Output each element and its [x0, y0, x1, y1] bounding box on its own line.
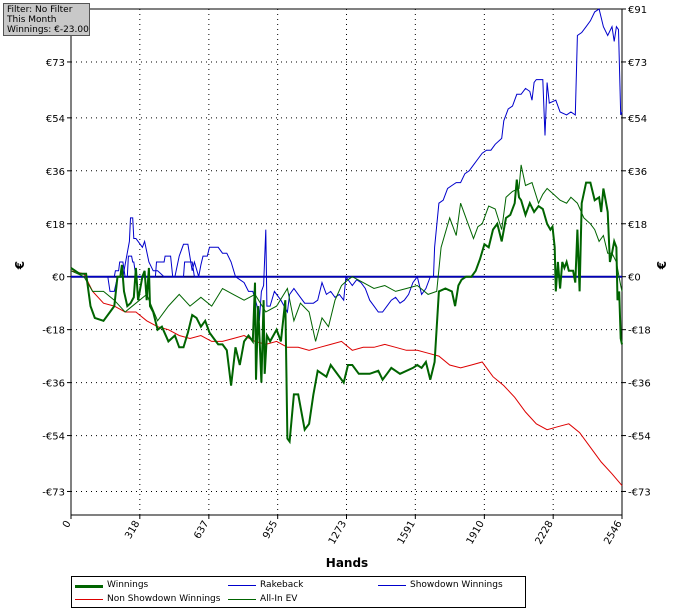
y-axis-right: €91 €73 €54 €36 €18 €0 -€18 -€36 -€54 -€73: [622, 5, 651, 498]
legend-label: Winnings: [107, 580, 149, 590]
y-tick-label: €54: [628, 114, 647, 125]
y-axis-title-left: €: [13, 261, 27, 270]
series-line-rakeback: [71, 255, 622, 278]
series-line-showdown-winnings: [71, 8, 623, 321]
y-tick-label: €0: [52, 273, 65, 284]
y-tick-label: €18: [46, 220, 65, 231]
y-tick-label: €73: [46, 58, 65, 69]
y-tick-label: €18: [628, 220, 647, 231]
series-line-winnings: [70, 179, 623, 445]
legend-swatch: [228, 599, 256, 600]
y-tick-label: -€18: [42, 326, 65, 337]
x-tick-label: 637: [192, 519, 211, 541]
y-tick-label: -€36: [628, 379, 651, 390]
legend-label: Showdown Winnings: [410, 580, 503, 590]
x-tick-label: 2546: [602, 519, 624, 547]
x-tick-label: 318: [123, 519, 142, 541]
y-tick-label: €54: [46, 114, 65, 125]
legend: Winnings Rakeback Showdown Winnings Non …: [71, 576, 526, 608]
y-axis-left: €91€73€54€36€18€0-€18-€36-€54-€73: [42, 5, 71, 498]
x-tick-label: 0: [61, 519, 74, 530]
y-tick-label: €0: [628, 273, 641, 284]
y-tick-label: €36: [628, 167, 647, 178]
filter-text: Filter: No Filter: [7, 5, 73, 15]
y-tick-label: €91: [628, 5, 647, 16]
series-line-all-in-ev: [70, 164, 623, 342]
filter-info-box: Filter: No Filter This Month Winnings: €…: [3, 3, 90, 36]
legend-swatch: [228, 585, 256, 586]
x-tick-label: 1273: [327, 519, 349, 547]
x-axis-title: Hands: [326, 556, 368, 570]
legend-label: Rakeback: [260, 580, 304, 590]
legend-label: Non Showdown Winnings: [107, 594, 221, 604]
y-tick-label: -€54: [628, 432, 651, 443]
legend-label: All-In EV: [260, 594, 298, 604]
y-axis-title-right: €: [655, 261, 669, 270]
y-tick-label: €36: [46, 167, 65, 178]
x-tick-label: 955: [261, 519, 280, 541]
legend-swatch: [378, 585, 406, 586]
legend-swatch: [75, 599, 103, 600]
x-tick-label: 2228: [534, 519, 556, 547]
x-tick-label: 1910: [465, 519, 487, 547]
winnings-text: Winnings: €-23.00: [7, 25, 89, 35]
y-tick-label: -€54: [42, 432, 65, 443]
y-tick-label: -€18: [628, 326, 651, 337]
x-tick-label: 1591: [396, 519, 418, 547]
legend-swatch: [75, 585, 103, 588]
x-axis: 0 318 637 955 1273 1591 1910 2228 2546: [61, 515, 625, 547]
y-tick-label: €73: [628, 58, 647, 69]
y-tick-label: -€73: [628, 487, 651, 498]
series-group: [70, 8, 623, 486]
period-text: This Month: [7, 15, 57, 25]
y-tick-label: -€73: [42, 487, 65, 498]
y-tick-label: -€36: [42, 379, 65, 390]
